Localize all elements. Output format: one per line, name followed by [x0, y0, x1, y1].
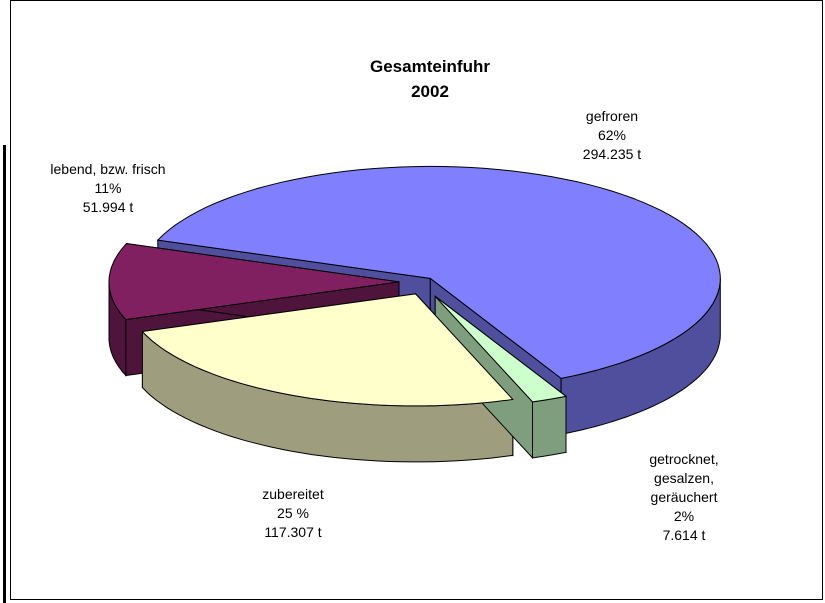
slice	[156, 165, 721, 379]
slice-category: gefroren	[585, 108, 639, 124]
slice-amount: 294.235 t	[582, 146, 642, 162]
slice-tops	[108, 165, 721, 407]
slice	[108, 243, 400, 321]
slice-label: lebend, bzw. frisch 11% 51.994 t	[28, 160, 188, 217]
slice-category: lebend, bzw. frisch	[50, 161, 166, 177]
chart-subtitle: 2002	[411, 82, 449, 101]
slice-amount: 51.994 t	[82, 199, 134, 215]
chart-title-block: Gesamteinfuhr 2002	[330, 54, 530, 104]
slice-category: getrocknet, gesalzen, geräuchert	[649, 451, 719, 505]
slice-label: getrocknet, gesalzen, geräuchert 2% 7.614 …	[623, 450, 745, 545]
slice-amount: 7.614 t	[662, 527, 706, 543]
slice-label: gefroren 62% 294.235 t	[557, 107, 667, 164]
slice	[141, 293, 514, 407]
window-edge	[3, 145, 6, 603]
slice-outer-side	[532, 395, 567, 459]
slice-percent: 2%	[673, 508, 695, 524]
slice-percent: 62%	[597, 127, 627, 143]
slice	[434, 295, 568, 403]
slice-percent: 25 %	[277, 505, 309, 521]
chart-frame	[10, 0, 823, 600]
slice-percent: 11%	[94, 180, 122, 196]
chart-title: Gesamteinfuhr	[370, 57, 490, 76]
slice-category: zubereitet	[262, 486, 324, 502]
slice-label: zubereitet 25 % 117.307 t	[238, 485, 348, 542]
slice-amount: 117.307 t	[264, 524, 322, 540]
